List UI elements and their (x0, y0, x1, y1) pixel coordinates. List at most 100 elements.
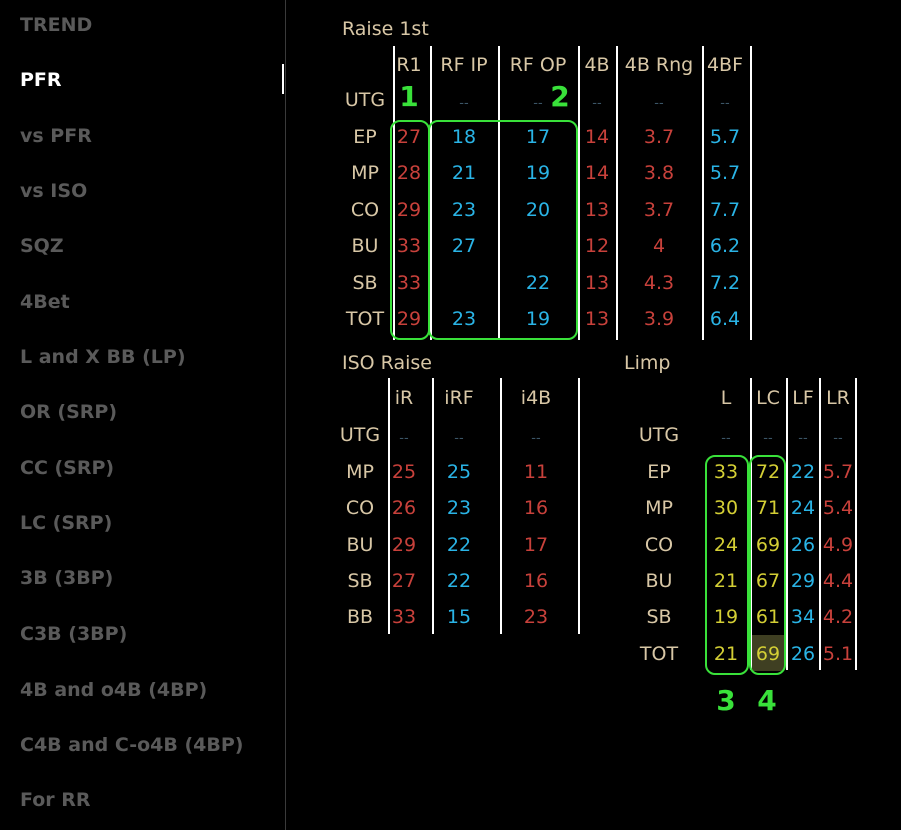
nav-item-trend[interactable]: TREND (20, 14, 93, 36)
column-divider (819, 378, 821, 670)
raise-first-header-rf-op: RF OP (509, 54, 567, 76)
column-divider (498, 46, 500, 340)
limp-cell: 67 (755, 570, 781, 592)
annotation-label-3: 3 (716, 684, 736, 717)
raise-first-row-label: CO (350, 199, 380, 221)
annotation-label-4: 4 (757, 684, 777, 717)
raise-first-cell: 14 (584, 126, 610, 148)
column-divider (430, 46, 432, 340)
iso-raise-header-irf: iRF (444, 387, 474, 409)
nav-item-c3b-3bp[interactable]: C3B (3BP) (20, 623, 128, 645)
column-divider (432, 378, 434, 634)
annotation-box-4 (749, 455, 786, 675)
raise-first-cell: 33 (396, 235, 422, 257)
limp-header-l: L (720, 387, 732, 409)
nav-item-for-rr[interactable]: For RR (20, 789, 91, 811)
iso-raise-cell: 33 (391, 606, 417, 628)
limp-cell: 4.2 (822, 606, 854, 628)
limp-cell: -- (798, 431, 808, 446)
iso-raise-cell: 23 (523, 606, 549, 628)
raise-first-cell: 29 (396, 199, 422, 221)
raise-first-cell: 28 (396, 162, 422, 184)
nav-item-sqz[interactable]: SQZ (20, 235, 64, 257)
column-divider (393, 46, 395, 340)
iso-raise-cell: 16 (523, 497, 549, 519)
raise-first-cell: 19 (525, 162, 551, 184)
nav-item-vs-pfr[interactable]: vs PFR (20, 125, 92, 147)
column-divider (702, 46, 704, 340)
iso-raise-cell: -- (531, 431, 541, 446)
iso-raise-cell: 25 (446, 461, 472, 483)
iso-raise-cell: 22 (446, 570, 472, 592)
nav-item-l-and-x-bb-lp[interactable]: L and X BB (LP) (20, 346, 186, 368)
iso-raise-cell: 23 (446, 497, 472, 519)
limp-cell: 34 (790, 606, 816, 628)
iso-raise-cell: 26 (391, 497, 417, 519)
raise-first-cell: 3.8 (643, 162, 675, 184)
limp-row-label: UTG (638, 424, 680, 446)
raise-first-cell: 5.7 (709, 126, 741, 148)
iso-raise-row-label: BU (346, 534, 374, 556)
limp-cell: 29 (790, 570, 816, 592)
column-divider (750, 46, 752, 340)
raise-first-row-label: TOT (345, 308, 385, 330)
raise-first-cell: 13 (584, 308, 610, 330)
raise-first-row-label: MP (351, 162, 379, 184)
limp-cell: 22 (790, 461, 816, 483)
raise-first-header-4b-rng: 4B Rng (624, 54, 694, 76)
raise-first-cell: 27 (451, 235, 477, 257)
limp-row-label: MP (645, 497, 673, 519)
raise-first-cell: 6.2 (709, 235, 741, 257)
nav-item-cc-srp[interactable]: CC (SRP) (20, 457, 115, 479)
limp-cell: 4.9 (822, 534, 854, 556)
nav-item-4b-and-o4b-4bp[interactable]: 4B and o4B (4BP) (20, 679, 208, 701)
nav-item-3b-3bp[interactable]: 3B (3BP) (20, 567, 114, 589)
annotation-label-1: 1 (399, 80, 419, 113)
iso-raise-cell: 11 (523, 461, 549, 483)
column-divider (616, 46, 618, 340)
limp-cell: 5.7 (822, 461, 854, 483)
raise-first-cell: -- (404, 96, 414, 111)
raise-first-cell: 7.7 (709, 199, 741, 221)
raise-first-cell: 29 (396, 308, 422, 330)
nav-item-c4b-and-c-o4b-4bp[interactable]: C4B and C-o4B (4BP) (20, 734, 244, 756)
limp-cell: 24 (790, 497, 816, 519)
raise-first-cell: 14 (584, 162, 610, 184)
nav-item-vs-iso[interactable]: vs ISO (20, 180, 88, 202)
iso-raise-cell: 22 (446, 534, 472, 556)
limp-row-label: SB (646, 606, 672, 628)
iso-raise-header-i4b: i4B (520, 387, 552, 409)
raise-first-cell: 23 (451, 308, 477, 330)
nav-item-4bet[interactable]: 4Bet (20, 291, 70, 313)
iso-raise-cell: 15 (446, 606, 472, 628)
iso-raise-row-label: SB (347, 570, 373, 592)
raise-first-cell: 4 (652, 235, 666, 257)
raise-first-cell: 19 (525, 308, 551, 330)
raise-first-cell: 21 (451, 162, 477, 184)
iso-raise-cell: -- (399, 431, 409, 446)
annotation-box-2 (428, 120, 578, 340)
iso-raise-cell: -- (454, 431, 464, 446)
raise-first-row-label: BU (351, 235, 379, 257)
raise-first-header-4bf: 4BF (706, 54, 744, 76)
limp-cell: 69 (755, 643, 781, 665)
raise-first-cell: 4.3 (643, 272, 675, 294)
iso-raise-cell: 27 (391, 570, 417, 592)
nav-item-pfr[interactable]: PFR (20, 69, 62, 91)
raise-first-cell: 27 (396, 126, 422, 148)
raise-first-cell: 17 (525, 126, 551, 148)
raise-first-row-label: SB (352, 272, 378, 294)
iso-raise-cell: 29 (391, 534, 417, 556)
limp-cell: 4.4 (822, 570, 854, 592)
nav-item-lc-srp[interactable]: LC (SRP) (20, 512, 113, 534)
limp-cell: -- (721, 431, 731, 446)
nav-item-or-srp[interactable]: OR (SRP) (20, 401, 118, 423)
raise-first-cell: 33 (396, 272, 422, 294)
iso-raise-title: ISO Raise (342, 352, 432, 374)
limp-header-lr: LR (826, 387, 850, 409)
column-divider (855, 378, 857, 670)
limp-cell: -- (763, 431, 773, 446)
column-divider (578, 378, 580, 634)
iso-raise-cell: 17 (523, 534, 549, 556)
raise-first-cell: 22 (525, 272, 551, 294)
